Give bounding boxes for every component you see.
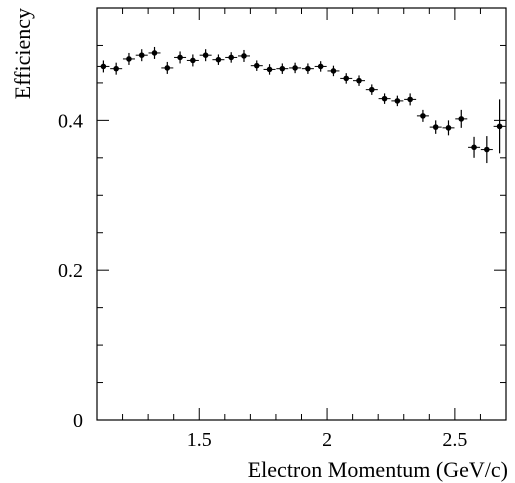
tick-labels: 1.5 2 2.5 0 0.2 0.4 [58, 110, 467, 451]
point-marker [177, 54, 183, 61]
y-axis-label: Efficiency [10, 8, 35, 99]
point-marker [420, 113, 426, 119]
data-point [480, 136, 493, 164]
axis-ticks [96, 7, 507, 421]
point-marker [381, 95, 388, 102]
point-marker [202, 52, 209, 58]
data-point [212, 54, 225, 65]
point-marker [266, 66, 273, 73]
point-marker [432, 124, 439, 130]
point-marker [471, 144, 477, 151]
data-point [353, 75, 366, 86]
point-marker [356, 77, 362, 84]
data-point [289, 62, 302, 74]
data-point [416, 109, 429, 122]
data-point [148, 46, 161, 59]
x-tick-label: 2.5 [442, 429, 467, 451]
data-point [327, 65, 340, 77]
data-point [122, 52, 135, 65]
point-marker [484, 146, 490, 153]
data-point [378, 93, 391, 104]
point-marker [241, 53, 247, 59]
point-marker [317, 63, 324, 70]
data-point [365, 84, 378, 95]
point-marker [292, 65, 298, 71]
x-tick-label: 2 [322, 429, 332, 451]
point-marker [190, 57, 196, 64]
point-marker [343, 75, 350, 82]
data-point [237, 49, 250, 62]
data-point [263, 64, 276, 75]
data-point [391, 95, 404, 107]
x-tick-label: 1.5 [187, 429, 212, 451]
data-point [493, 99, 506, 154]
point-marker [151, 50, 158, 56]
y-tick-label: 0.2 [58, 260, 83, 282]
data-point [468, 136, 481, 158]
point-marker [445, 125, 452, 131]
point-marker [138, 52, 145, 58]
point-marker [458, 116, 465, 122]
point-marker [126, 56, 132, 62]
data-point [301, 63, 314, 74]
data-point [199, 49, 212, 62]
data-point [442, 120, 455, 136]
point-marker [496, 123, 503, 130]
data-points [97, 46, 506, 164]
y-tick-label: 0.4 [58, 110, 83, 132]
data-point [161, 61, 174, 74]
data-point [174, 51, 187, 64]
data-point [404, 93, 417, 106]
data-point [225, 52, 238, 63]
data-point [340, 73, 353, 84]
point-marker [407, 96, 413, 103]
point-marker [305, 65, 311, 72]
data-point [429, 120, 442, 134]
data-point [276, 63, 289, 74]
data-point [250, 60, 263, 71]
point-marker [368, 86, 375, 93]
point-marker [253, 62, 260, 69]
plot-border [96, 7, 507, 421]
data-point [455, 109, 468, 128]
point-marker [330, 68, 337, 74]
y-tick-label: 0 [73, 410, 83, 432]
data-point [314, 61, 327, 72]
data-point [97, 60, 110, 73]
point-marker [100, 63, 107, 70]
data-point [135, 49, 148, 62]
point-marker [228, 54, 235, 61]
plot-frame [96, 7, 507, 421]
data-point [110, 62, 123, 75]
point-marker [164, 65, 171, 71]
point-marker [394, 98, 401, 104]
point-marker [113, 65, 119, 72]
x-axis-label: Electron Momentum (GeV/c) [248, 457, 508, 482]
point-marker [215, 56, 222, 63]
point-marker [279, 65, 286, 72]
data-point [186, 54, 199, 67]
